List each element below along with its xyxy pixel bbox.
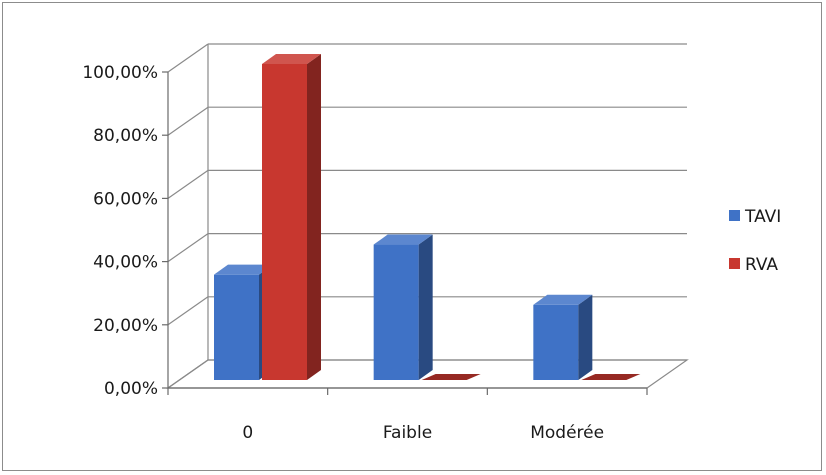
bar-rva-1 [421, 374, 481, 380]
y-tick-label: 80,00% [93, 126, 158, 146]
y-axis-ticks: 0,00% 20,00% 40,00% 60,00% 80,00% 100,00% [82, 63, 169, 399]
bar-side [578, 294, 593, 380]
bars [214, 54, 641, 380]
bar-front [262, 64, 307, 380]
gridline-depth [167, 296, 209, 326]
bar-front [214, 274, 259, 380]
gridline-depth [167, 359, 209, 389]
bar-top [214, 264, 273, 275]
y-tick-label: 20,00% [93, 316, 158, 336]
legend-swatch [729, 258, 740, 269]
legend-label: TAVI [744, 207, 781, 227]
bar-front [533, 304, 579, 380]
gridline-depth [167, 233, 209, 263]
bar-rva-2 [581, 374, 641, 380]
bar-rva-0 [262, 54, 321, 380]
y-tick-label: 40,00% [93, 253, 158, 273]
legend-swatch [729, 210, 740, 221]
x-axis-ticks: 0 Faible Modérée [167, 387, 648, 443]
bar-side [307, 54, 321, 380]
bar-flat [421, 374, 481, 380]
gridline-depth [167, 106, 209, 136]
bar-top [373, 234, 433, 245]
bar-tavi-2 [533, 294, 593, 380]
bar-front [373, 244, 419, 380]
bar-tavi-1 [373, 234, 433, 380]
legend: TAVI RVA [729, 207, 781, 275]
bar-top [262, 54, 321, 64]
bar-side [418, 234, 433, 380]
legend-label: RVA [745, 255, 778, 275]
bar-top [533, 294, 593, 305]
gridline-depth [167, 169, 209, 199]
x-tick-label: Modérée [530, 423, 604, 443]
x-tick-label: 0 [242, 423, 253, 443]
gridline-depth [167, 43, 209, 73]
y-tick-label: 0,00% [104, 379, 158, 399]
x-tick-label: Faible [383, 423, 432, 443]
y-tick-label: 60,00% [93, 189, 158, 209]
bar-flat [581, 374, 641, 380]
y-tick-label: 100,00% [82, 63, 158, 83]
